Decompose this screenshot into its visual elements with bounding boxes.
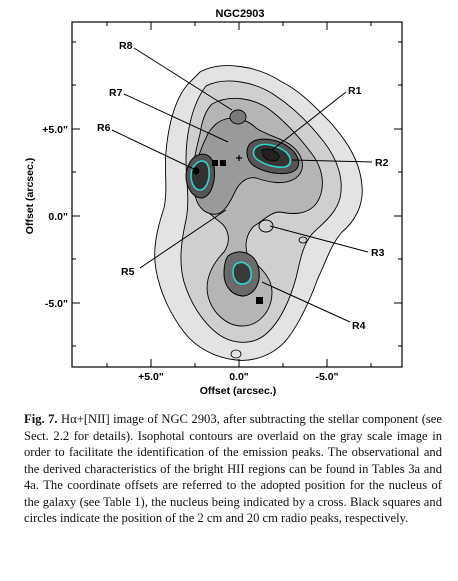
region-label-r4: R4 (352, 320, 366, 332)
x-axis-title: Offset (arcsec.) (200, 385, 276, 397)
figure-caption: Fig. 7. Hα+[NII] image of NGC 2903, afte… (24, 411, 442, 527)
region-label-r8: R8 (119, 40, 133, 52)
r4-cyan-contour (232, 261, 252, 285)
nucleus-cross (236, 155, 242, 161)
caption-label: Fig. 7. (24, 412, 58, 426)
region-label-r6: R6 (97, 122, 111, 134)
radio-2cm-square-1 (212, 160, 218, 166)
region-label-r3: R3 (371, 247, 385, 259)
y-tick-marks (72, 41, 402, 347)
r3-knot (258, 219, 274, 233)
caption-text: Hα+[NII] image of NGC 2903, after subtra… (24, 412, 442, 525)
figure: NGC2903 (24, 8, 403, 397)
halpha-image-plot: NGC2903 (24, 8, 403, 397)
radio-2cm-square-3 (256, 297, 263, 304)
radio-2cm-square-2 (220, 160, 226, 166)
region-label-r5: R5 (121, 266, 135, 278)
plot-title: NGC2903 (216, 8, 265, 20)
x-tick-label-0: 0.0" (229, 371, 249, 383)
y-axis-title: Offset (arcsec.) (24, 158, 36, 234)
r6-cyan-contour (190, 160, 210, 191)
x-tick-label-neg5: -5.0" (315, 371, 338, 383)
x-tick-label-pos5: +5.0" (138, 371, 164, 383)
x-tick-marks (106, 22, 372, 367)
region-label-r2: R2 (375, 157, 389, 169)
y-tick-label-0: 0.0" (48, 211, 68, 223)
region-label-r1: R1 (348, 85, 362, 97)
r8-knot (229, 109, 247, 125)
region-label-r7: R7 (109, 87, 123, 99)
y-tick-label-pos5: +5.0" (42, 124, 68, 136)
emission-map (154, 65, 363, 361)
region-leader-lines (111, 47, 373, 323)
y-tick-label-neg5: -5.0" (45, 298, 68, 310)
